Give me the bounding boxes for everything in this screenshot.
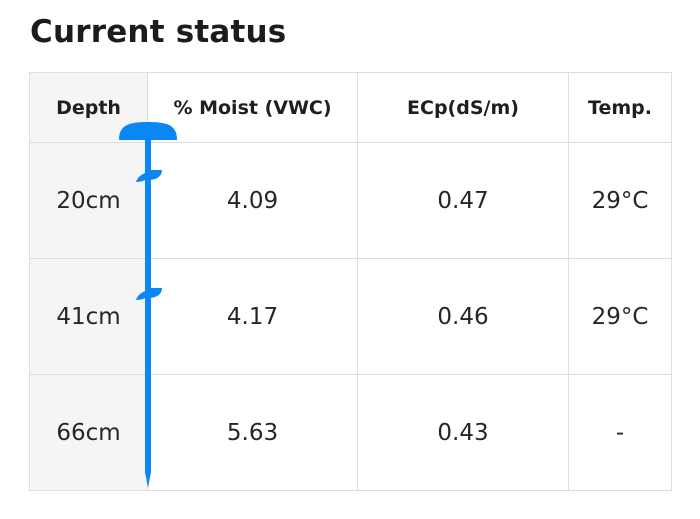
moisture-cell: 5.63 (147, 374, 358, 491)
header-temperature: Temp. (568, 72, 672, 143)
page-title: Current status (30, 14, 287, 50)
temperature-cell: - (568, 374, 672, 491)
depth-cell: 66cm (29, 374, 148, 491)
depth-cell: 41cm (29, 258, 148, 375)
temperature-cell: 29°C (568, 142, 672, 259)
temperature-cell: 29°C (568, 258, 672, 375)
status-table: Depth % Moist (VWC) ECp(dS/m) Temp. 20cm… (29, 72, 672, 491)
header-ecp: ECp(dS/m) (357, 72, 569, 143)
header-depth: Depth (29, 72, 148, 143)
depth-cell: 20cm (29, 142, 148, 259)
moisture-cell: 4.09 (147, 142, 358, 259)
table-row: 20cm 4.09 0.47 29°C (29, 142, 672, 259)
header-moisture: % Moist (VWC) (147, 72, 358, 143)
ecp-cell: 0.47 (357, 142, 569, 259)
ecp-cell: 0.43 (357, 374, 569, 491)
table-row: 41cm 4.17 0.46 29°C (29, 258, 672, 375)
table-header-row: Depth % Moist (VWC) ECp(dS/m) Temp. (29, 72, 672, 143)
ecp-cell: 0.46 (357, 258, 569, 375)
table-row: 66cm 5.63 0.43 - (29, 374, 672, 491)
moisture-cell: 4.17 (147, 258, 358, 375)
